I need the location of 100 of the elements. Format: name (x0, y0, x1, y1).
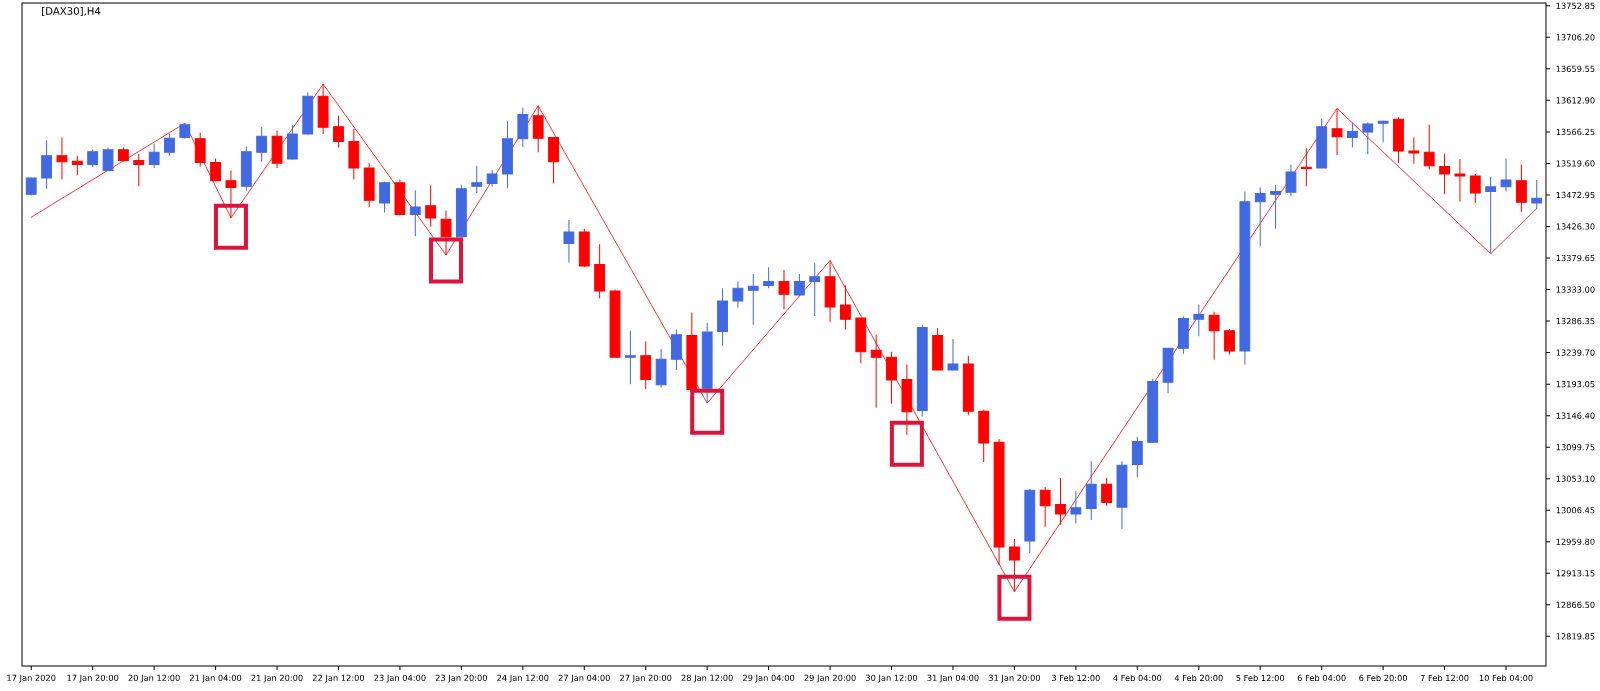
candlestick (1208, 311, 1220, 361)
candlestick (471, 165, 483, 194)
x-tick-label: 6 Feb 20:00 (1359, 674, 1408, 682)
candlestick (563, 219, 575, 264)
x-tick-label: 20 Jan 12:00 (128, 674, 180, 683)
x-tick-label: 4 Feb 04:00 (1113, 674, 1162, 682)
y-tick-label: 13053.10 (1556, 475, 1595, 482)
candlestick (962, 355, 974, 416)
candlestick (1224, 328, 1235, 355)
candlestick (25, 176, 37, 197)
candlestick (1270, 184, 1281, 230)
x-tick-label: 17 Jan 20:00 (67, 674, 119, 683)
candlestick (671, 328, 682, 371)
candlestick (409, 189, 421, 237)
y-tick-label: 13099.75 (1556, 444, 1595, 451)
candlestick (41, 139, 52, 190)
candlestick (1331, 107, 1343, 156)
y-tick-label: 13193.05 (1556, 381, 1595, 388)
candlestick (763, 266, 775, 289)
x-tick-label: 29 Jan 20:00 (804, 674, 856, 683)
candlestick (1469, 173, 1481, 204)
candlestick (1316, 118, 1328, 169)
y-tick-label: 13472.95 (1556, 191, 1595, 199)
candlestick (440, 209, 452, 256)
x-tick-label: 17 Jan 2020 (7, 674, 56, 683)
candlestick (333, 115, 344, 149)
y-tick-label: 13006.45 (1556, 507, 1595, 514)
x-tick-label: 21 Jan 20:00 (251, 674, 303, 683)
y-tick-label: 12819.85 (1556, 633, 1595, 640)
candlestick (717, 287, 728, 347)
x-tick-label: 31 Jan 20:00 (988, 674, 1041, 683)
y-tick-label: 13286.35 (1556, 317, 1595, 325)
x-tick-label: 5 Feb 12:00 (1236, 674, 1285, 682)
candlestick (1039, 486, 1051, 528)
candlestick (1070, 490, 1082, 524)
y-tick-label: 13659.55 (1556, 65, 1595, 72)
candlestick (1131, 436, 1143, 478)
candlestick (870, 334, 882, 409)
x-tick-label: 4 Feb 20:00 (1174, 674, 1223, 682)
x-tick-label: 31 Jan 04:00 (927, 674, 979, 683)
candlestick (148, 143, 160, 169)
candlestick (1193, 303, 1205, 337)
candlestick (532, 105, 544, 153)
y-tick-label: 13752.85 (1556, 2, 1595, 9)
candlestick (194, 132, 206, 168)
x-tick-label: 22 Jan 12:00 (312, 674, 365, 683)
candlestick (1454, 158, 1466, 203)
x-tick-label: 6 Feb 04:00 (1297, 674, 1346, 682)
candlestick (1055, 477, 1066, 526)
candlestick (1408, 136, 1420, 165)
point (429, 237, 464, 284)
candlestick (302, 91, 314, 136)
y-tick-label: 13333.00 (1556, 286, 1595, 293)
x-tick-label: 23 Jan 20:00 (435, 674, 487, 683)
candlestick (732, 280, 744, 309)
candlestick (1162, 347, 1174, 394)
y-tick-label: 13519.60 (1556, 160, 1595, 167)
candlestick (210, 157, 221, 182)
candlestick (379, 180, 390, 213)
candlestick (1423, 124, 1435, 170)
chart-title: [DAX30],H4 (42, 6, 101, 16)
candlestick (117, 147, 129, 163)
candlestick (947, 338, 959, 372)
candlestick (133, 153, 145, 187)
y-tick-label: 13239.70 (1556, 349, 1595, 356)
candlestick (1362, 122, 1374, 155)
candlestick (1116, 460, 1128, 530)
y-tick-label: 13379.65 (1556, 254, 1595, 262)
x-tick-label: 21 Jan 04:00 (190, 674, 242, 683)
x-tick-label: 28 Jan 12:00 (681, 674, 733, 683)
x-tick-label: 27 Jan 04:00 (558, 674, 610, 683)
candlestick (363, 162, 375, 208)
candlestick (71, 155, 83, 176)
candlestick (609, 289, 621, 358)
candlestick (1147, 378, 1159, 444)
x-tick-label: 10 Feb 04:00 (1479, 674, 1533, 682)
candlestick (993, 438, 1005, 566)
candlestick (686, 312, 698, 391)
candlestick (1393, 116, 1404, 164)
candlestick (1377, 120, 1389, 143)
candlestick (164, 132, 175, 157)
y-tick-label: 13426.30 (1556, 223, 1595, 230)
y-tick-label: 13612.90 (1556, 97, 1595, 104)
candlestick (1239, 191, 1251, 366)
candlestick (1285, 164, 1297, 197)
candlestick (640, 341, 652, 390)
candlestick (394, 178, 406, 216)
candlestick (1024, 488, 1036, 554)
y-tick-label: 13706.20 (1556, 34, 1595, 41)
candlestick (824, 259, 836, 323)
candlestick (56, 136, 68, 180)
candlestick (1254, 186, 1266, 247)
candlestick (1085, 460, 1097, 521)
point (213, 203, 248, 250)
candlestick (455, 184, 467, 238)
x-tick-label: 24 Jan 12:00 (497, 674, 549, 683)
candlestick (1300, 147, 1312, 187)
candlestick (1178, 316, 1189, 355)
candlestick (778, 269, 790, 310)
candlestick (179, 122, 191, 140)
